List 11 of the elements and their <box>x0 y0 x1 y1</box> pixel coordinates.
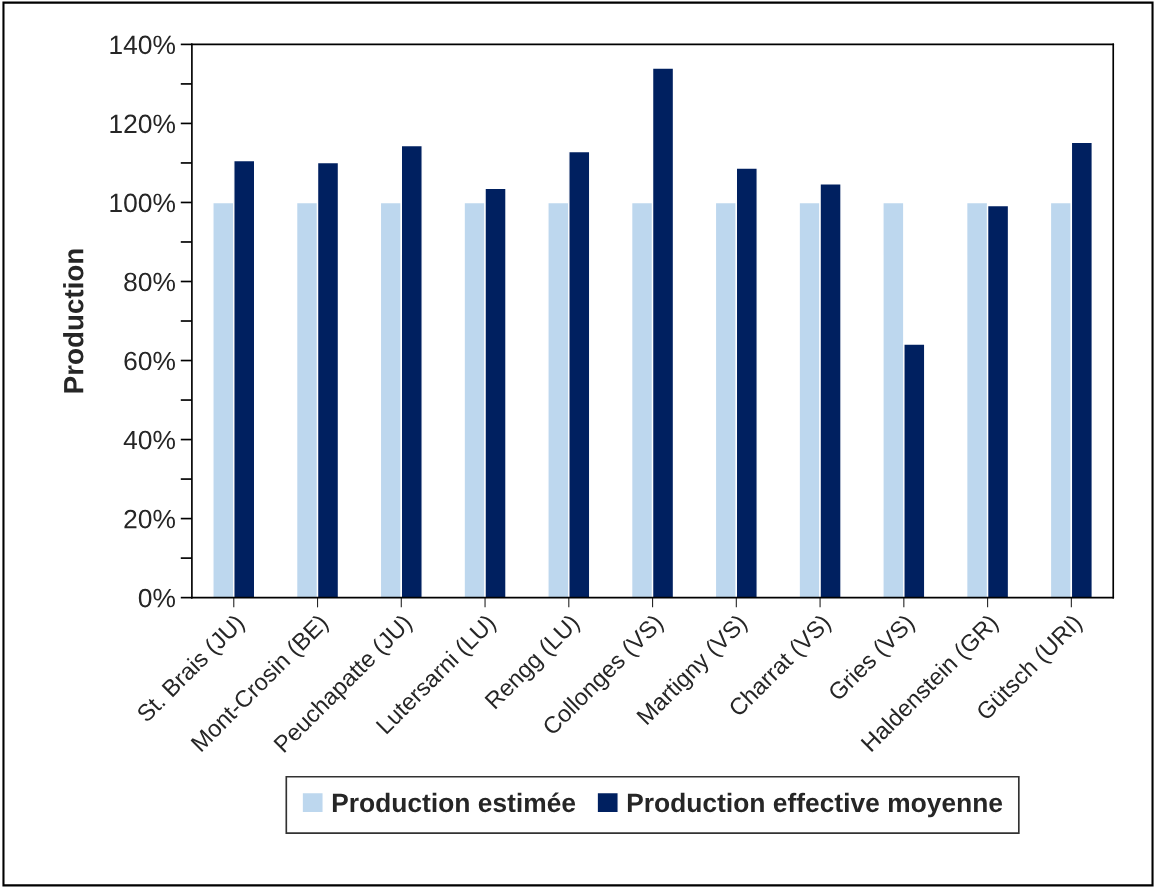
y-tick-label: 40% <box>123 430 175 450</box>
legend-label: Production effective moyenne <box>627 792 1003 818</box>
y-tick-label: 140% <box>110 35 175 55</box>
y-tick-label: 20% <box>124 509 175 529</box>
legend-label: Production estimée <box>332 792 576 813</box>
y-tick-label: 0% <box>138 588 175 608</box>
y-tick-label: 80% <box>124 272 175 292</box>
y-tick-label: 100% <box>110 193 175 213</box>
y-tick-label: 60% <box>124 351 175 371</box>
y-tick-label: 120% <box>110 114 175 134</box>
y-axis-title: Production <box>63 249 84 393</box>
